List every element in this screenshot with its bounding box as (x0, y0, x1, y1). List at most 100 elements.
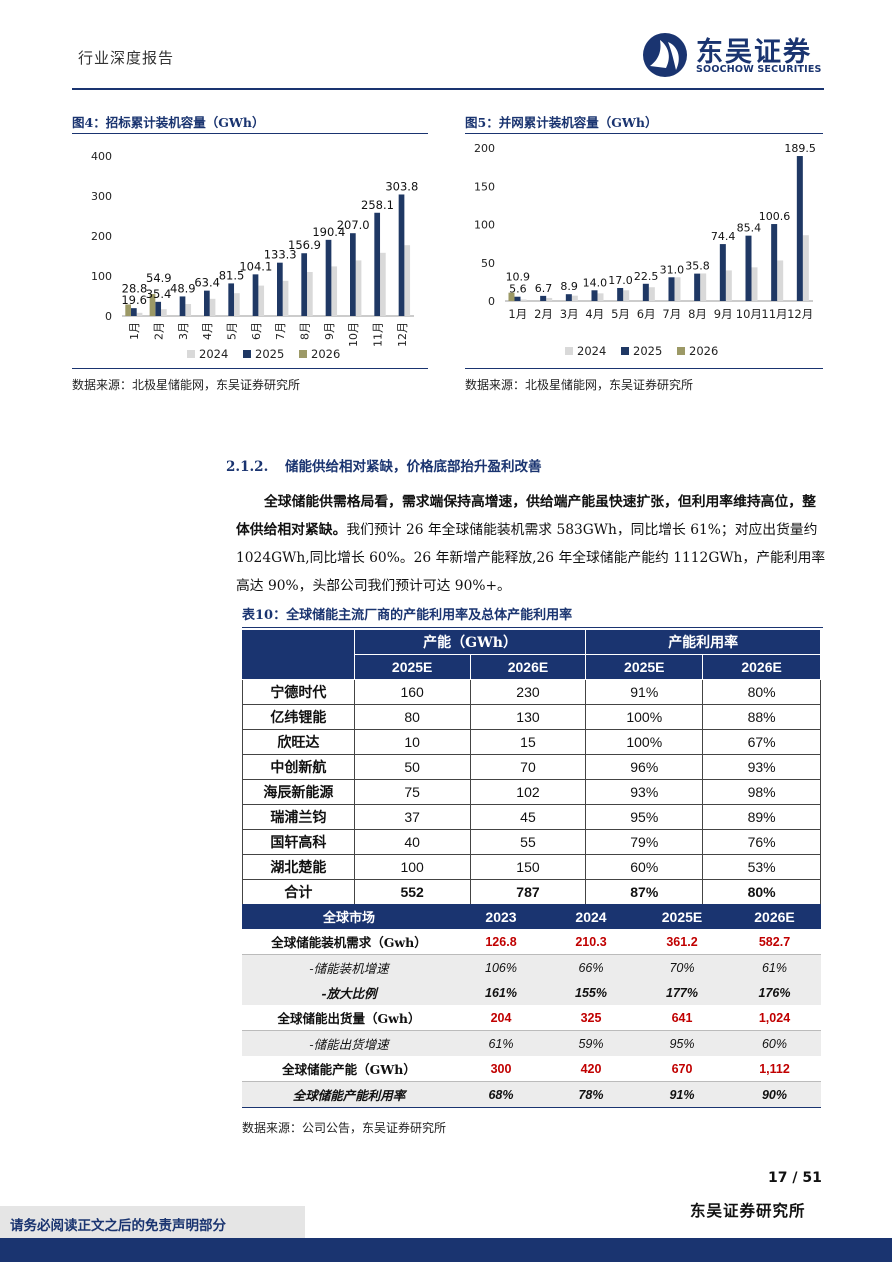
bar-2025 (301, 253, 308, 316)
market-value-cell: 59% (546, 1030, 636, 1056)
value-cell: 79% (585, 829, 704, 855)
bar-2025 (617, 287, 624, 301)
company-name-cell: 欣旺达 (242, 729, 355, 755)
value-cell: 93% (702, 754, 821, 780)
data-label-2025: 35.4 (146, 287, 172, 301)
fig5-chart: 0 50 100 150 200 1月 2月 3月 4月 5月 6月 7月 8月 9月 10月 11月 12月 5… (474, 142, 816, 358)
bar-2025 (252, 274, 259, 316)
market-label-cell: 全球储能出货量（Gwh） (242, 1005, 456, 1031)
market-header-row: 全球市场 2023 2024 2025E 2026E (242, 904, 821, 929)
value-cell: 70 (469, 754, 587, 780)
value-cell: 80% (702, 879, 821, 905)
market-row: -放大比例 161% 155% 177% 176% (242, 980, 821, 1005)
market-value-cell: 204 (456, 1005, 546, 1031)
legend-swatch-2026 (299, 350, 307, 358)
value-cell: 80 (353, 704, 471, 730)
company-logo: 东吴证券 SOOCHOW SECURITIES (640, 30, 840, 80)
bar-2024 (648, 287, 655, 301)
market-value-cell: 66% (546, 954, 636, 980)
value-cell: 787 (469, 879, 587, 905)
x-tick-label: 2月 (534, 307, 553, 321)
value-cell: 100% (585, 704, 704, 730)
data-label-2025: 63.4 (194, 276, 220, 290)
data-label-2025: 189.5 (784, 142, 816, 155)
market-value-cell: 420 (546, 1056, 636, 1082)
x-tick-label: 9月 (714, 307, 733, 321)
market-header-cell: 2025E (636, 904, 728, 929)
value-cell: 10 (353, 729, 471, 755)
x-tick-label: 11月 (761, 307, 787, 321)
market-value-cell: 70% (636, 954, 728, 980)
table-row: 合计 552 787 87% 80% (242, 879, 821, 905)
y-tick-label: 400 (91, 150, 112, 163)
legend-swatch-2025 (243, 350, 251, 358)
data-label-2025: 48.9 (170, 281, 196, 295)
bar-2024 (802, 235, 809, 301)
y-tick-label: 150 (474, 180, 495, 193)
bar-2025 (796, 156, 803, 301)
data-label-2025: 85.4 (737, 222, 762, 235)
market-header-cell: 全球市场 (242, 904, 456, 929)
market-value-cell: 68% (456, 1081, 546, 1108)
value-cell: 93% (585, 779, 704, 805)
market-value-cell: 670 (636, 1056, 728, 1082)
bar-2025 (350, 233, 356, 316)
data-label-2026: 10.9 (506, 271, 531, 284)
market-value-cell: 1,024 (728, 1005, 821, 1031)
value-cell: 95% (585, 804, 704, 830)
data-label-2025: 303.8 (385, 179, 418, 193)
section-heading: 2.1.2. 储能供给相对紧缺，价格底部抬升盈利改善 (226, 455, 541, 475)
x-tick-label: 3月 (560, 307, 579, 321)
bar-2025 (745, 235, 752, 301)
table-row: 海辰新能源 75 102 93% 98% (242, 779, 821, 805)
x-tick-label: 10月 (347, 322, 360, 347)
fig4-chart: 0 100 200 300 400 1月 2月 3月 4月 5月 6月 7月 8月 9月 10月 11月 12月… (91, 150, 418, 361)
data-label-2026: 28.8 (122, 281, 148, 295)
table-row: 湖北楚能 100 150 60% 53% (242, 854, 821, 880)
market-value-cell: 1,112 (728, 1056, 821, 1082)
fig5-title-rule (465, 133, 823, 134)
x-tick-label: 3月 (177, 322, 190, 340)
fig4-source: 数据来源：北极星储能网，东吴证券研究所 (72, 378, 301, 392)
bar-2024 (136, 312, 143, 316)
market-label-cell: 全球储能装机需求（Gwh） (242, 929, 456, 955)
footer-disclaimer[interactable]: 请务必阅读正文之后的免责声明部分 (10, 1218, 226, 1234)
footer-disclaimer-bar (0, 1206, 305, 1238)
company-name-cell: 亿纬锂能 (242, 704, 355, 730)
bar-2025 (204, 290, 210, 316)
x-tick-label: 7月 (274, 322, 287, 340)
fig5-title: 图5：并网累计装机容量（GWh） (465, 115, 658, 130)
x-tick-label: 12月 (396, 322, 409, 347)
table-subheader-row: 2025E 2026E 2025E 2026E (243, 654, 821, 680)
value-cell: 91% (585, 679, 704, 705)
fig4-title: 图4：招标累计装机容量（GWh） (72, 115, 265, 130)
value-cell: 96% (585, 754, 704, 780)
header-utilization: 产能利用率 (585, 629, 821, 655)
table-row: 国轩高科 40 55 79% 76% (242, 829, 821, 855)
company-name-cell: 瑞浦兰钧 (242, 804, 355, 830)
bar-2024 (380, 252, 386, 316)
value-cell: 89% (702, 804, 821, 830)
header-divider (72, 88, 824, 90)
y-tick-label: 100 (474, 219, 495, 232)
bar-2026 (125, 304, 132, 316)
bar-2025 (694, 273, 701, 301)
bar-2024 (520, 299, 527, 301)
data-label-2025: 31.0 (660, 263, 685, 276)
x-tick-label: 4月 (201, 322, 214, 340)
value-cell: 80% (702, 679, 821, 705)
market-header-cell: 2023 (456, 904, 546, 929)
y-tick-label: 200 (474, 142, 495, 155)
bar-2025 (398, 194, 405, 316)
footer-institute: 东吴证券研究所 (690, 1201, 806, 1220)
data-label-2025: 22.5 (634, 270, 659, 283)
bar-2025 (565, 294, 572, 301)
x-tick-label: 9月 (323, 322, 336, 340)
x-tick-label: 8月 (299, 322, 312, 340)
value-cell: 76% (702, 829, 821, 855)
market-value-cell: 300 (456, 1056, 546, 1082)
data-label-2025: 74.4 (711, 230, 736, 243)
market-row: 全球储能装机需求（Gwh） 126.8 210.3 361.2 582.7 (242, 929, 821, 955)
market-value-cell: 582.7 (728, 929, 821, 955)
y-tick-label: 200 (91, 230, 112, 243)
